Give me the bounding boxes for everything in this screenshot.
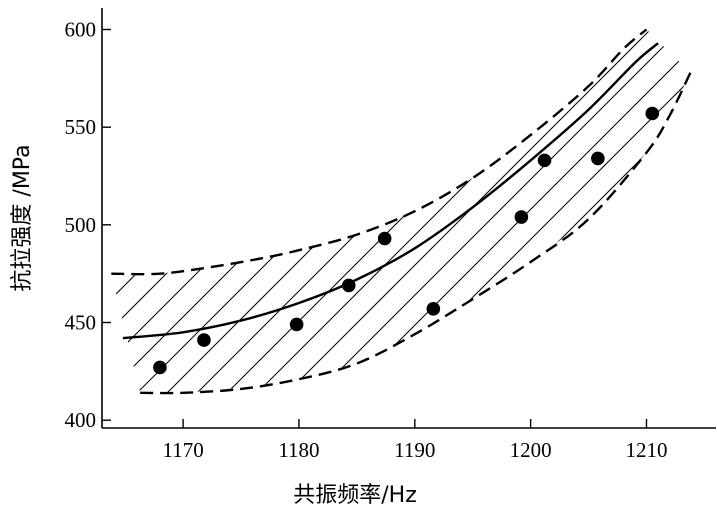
data-point — [645, 106, 660, 121]
hatch-line — [111, 29, 381, 393]
data-point — [426, 302, 441, 316]
data-point — [153, 360, 167, 375]
y-axis-ticks: 400 450 500 550 600 — [65, 17, 111, 432]
fit-curve — [122, 42, 659, 340]
hatch-line — [189, 29, 691, 393]
data-point — [514, 210, 529, 224]
hatch-line — [249, 29, 691, 393]
hatch-line — [111, 29, 261, 393]
hatch-line — [459, 29, 691, 393]
y-tick-label: 500 — [65, 213, 97, 237]
data-point — [289, 317, 304, 332]
curves — [111, 28, 692, 395]
x-tick-label: 1190 — [394, 438, 435, 462]
x-axis-title: 共振频率/Hz — [293, 483, 417, 507]
hatch-line — [279, 29, 691, 393]
hatch-line — [159, 29, 681, 393]
hatch-line — [111, 29, 561, 393]
hatch-line — [579, 29, 691, 393]
y-tick-label: 450 — [65, 311, 97, 335]
hatch-line — [219, 29, 691, 393]
hatch-line — [519, 29, 691, 393]
data-point — [537, 153, 552, 168]
x-axis-ticks: 1170 1180 1190 1200 1210 — [162, 419, 667, 462]
hatch-line — [111, 29, 411, 393]
hatch-line — [111, 29, 591, 393]
hatch-line — [111, 29, 321, 393]
y-tick-label: 550 — [65, 115, 97, 139]
hatch-line — [429, 29, 691, 393]
hatch-line — [369, 29, 691, 393]
hatch-line — [700, 0, 717, 507]
hatch-line — [399, 29, 691, 393]
hatch-line — [111, 29, 351, 393]
x-tick-label: 1200 — [510, 438, 552, 462]
hatch-line — [309, 29, 691, 393]
y-tick-label: 600 — [65, 17, 97, 41]
x-tick-label: 1180 — [278, 438, 319, 462]
data-point — [341, 278, 356, 293]
hatch-line — [111, 29, 291, 393]
y-axis-title: 抗拉强度 /MPa — [10, 144, 35, 291]
hatch-line — [111, 29, 621, 393]
data-point — [591, 151, 605, 166]
lower-bound-curve — [140, 71, 692, 395]
x-tick-label: 1210 — [625, 438, 667, 462]
hatch-line — [669, 29, 691, 393]
data-points — [153, 106, 660, 375]
upper-bound-curve — [111, 28, 648, 276]
data-point — [377, 231, 392, 246]
x-tick-label: 1170 — [162, 438, 203, 462]
hatch-line — [129, 29, 651, 393]
hatch-line — [639, 29, 691, 393]
data-point — [197, 333, 211, 347]
y-tick-label: 400 — [65, 408, 97, 432]
